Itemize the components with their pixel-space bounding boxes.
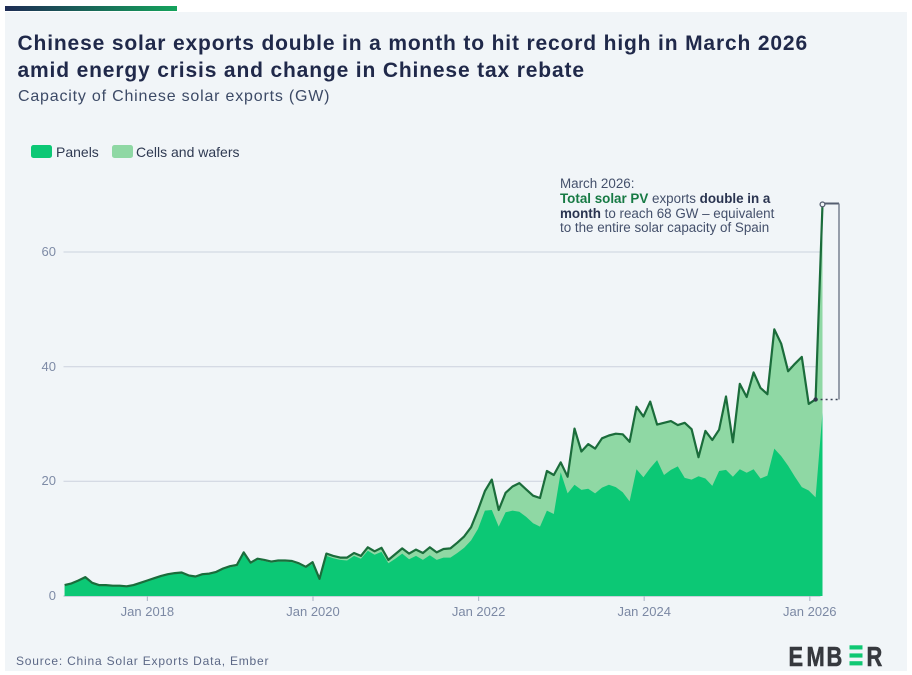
svg-text:B: B: [827, 641, 843, 672]
svg-text:E: E: [789, 641, 804, 672]
svg-text:M: M: [807, 641, 825, 672]
svg-text:R: R: [867, 641, 883, 672]
